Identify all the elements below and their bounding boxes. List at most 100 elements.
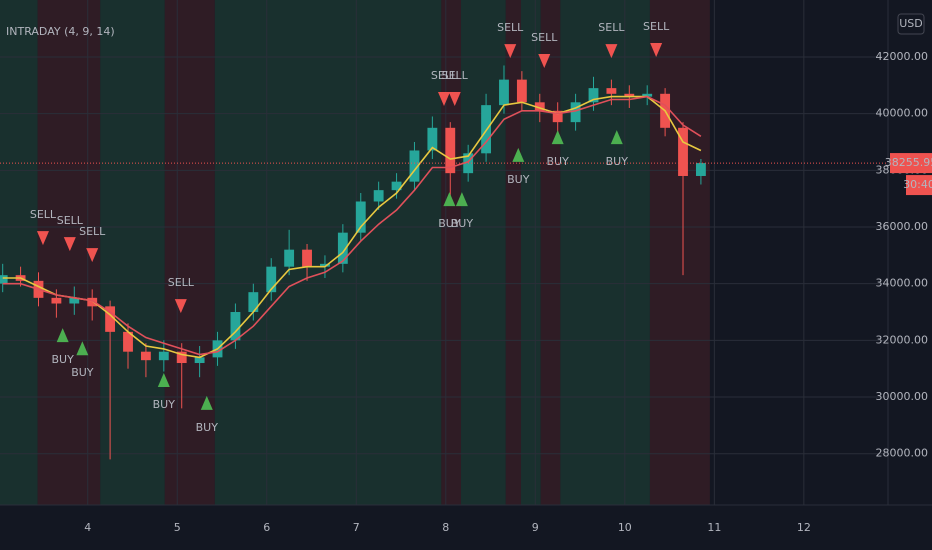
candle-body <box>534 102 545 111</box>
candle-body <box>230 312 241 341</box>
background-zone <box>560 0 650 505</box>
candle-body <box>391 181 402 191</box>
buy-marker <box>512 147 525 162</box>
x-tick-label: 8 <box>442 521 449 534</box>
candle-body <box>355 201 366 233</box>
y-tick-label: 34000.00 <box>876 277 929 290</box>
buy-marker <box>443 192 456 207</box>
buy-label: BUY <box>547 155 570 168</box>
buy-label: BUY <box>507 173 530 186</box>
sell-label: SELL <box>598 21 625 34</box>
y-tick-label: 32000.00 <box>876 333 929 346</box>
background-zone <box>649 0 710 505</box>
candle-body <box>284 249 295 267</box>
background-zone <box>164 0 215 505</box>
buy-label: BUY <box>196 421 219 434</box>
candle-body <box>105 306 116 332</box>
indicator-title: INTRADAY (4, 9, 14) <box>6 25 115 38</box>
buy-marker <box>610 130 623 145</box>
candle-body <box>570 102 581 123</box>
buy-marker <box>56 328 69 343</box>
y-tick-label: 42000.00 <box>876 50 929 63</box>
candle-body <box>87 297 98 307</box>
buy-marker <box>455 192 468 207</box>
buy-marker <box>157 372 170 387</box>
x-tick-label: 12 <box>797 521 811 534</box>
y-tick-label: 40000.00 <box>876 107 929 120</box>
last-price-label: 38255.95 <box>885 156 932 169</box>
candle-body <box>158 351 169 361</box>
candle-body <box>642 93 653 97</box>
sell-label: SELL <box>442 69 469 82</box>
grid <box>0 0 888 505</box>
currency-box[interactable] <box>897 13 925 35</box>
buy-label: BUY <box>606 155 629 168</box>
candle-body <box>248 292 259 313</box>
candle-body <box>266 266 277 293</box>
candle-body <box>302 249 312 267</box>
x-tick-label: 6 <box>263 521 270 534</box>
sell-marker <box>504 44 517 59</box>
sell-label: SELL <box>79 225 106 238</box>
last-price-badge <box>890 153 932 174</box>
countdown-label: 30:40 <box>903 178 932 191</box>
sell-label: SELL <box>431 69 458 82</box>
buy-label: BUY <box>51 353 74 366</box>
background-zone <box>520 0 541 505</box>
sell-label: SELL <box>531 31 558 44</box>
candle-body <box>624 93 635 97</box>
sell-marker <box>538 54 551 69</box>
sell-marker <box>63 237 76 252</box>
candle-body <box>51 297 62 304</box>
x-tick-label: 7 <box>353 521 360 534</box>
y-tick-label: 30000.00 <box>876 390 929 403</box>
y-tick-label: 28000.00 <box>876 447 929 460</box>
candle-body <box>373 190 384 202</box>
sell-label: SELL <box>30 208 57 221</box>
y-tick-label: 36000.00 <box>876 220 929 233</box>
candle-body <box>69 297 80 304</box>
candle-body <box>552 110 563 123</box>
buy-label: BUY <box>71 366 94 379</box>
sell-marker <box>438 91 450 106</box>
moving-average <box>2 95 702 359</box>
candle-body <box>140 351 151 361</box>
candle-body <box>588 88 599 103</box>
candle-body <box>606 88 617 94</box>
candle-body <box>337 232 348 264</box>
candle-body <box>176 351 187 364</box>
sell-label: SELL <box>497 21 524 34</box>
background-zone <box>540 0 561 505</box>
background-zone <box>505 0 521 505</box>
candle-body <box>695 163 706 176</box>
candle-body <box>427 127 438 151</box>
candle-body <box>481 105 491 154</box>
buy-marker <box>200 395 213 410</box>
x-tick-label: 5 <box>174 521 181 534</box>
sell-label: SELL <box>57 214 84 227</box>
sell-marker <box>36 231 49 246</box>
candle-body <box>499 79 509 106</box>
sell-marker <box>605 44 618 59</box>
candle-body <box>0 275 8 284</box>
buy-marker <box>551 130 564 145</box>
sell-label: SELL <box>168 276 195 289</box>
axes: 28000.00 30000.00 32000.00 34000.00 36000.00… <box>84 50 932 534</box>
buy-label: BUY <box>451 217 474 230</box>
buy-label: BUY <box>438 217 461 230</box>
x-tick-label: 9 <box>532 521 539 534</box>
candle-body <box>678 127 688 176</box>
x-tick-label: 4 <box>84 521 91 534</box>
buy-marker <box>76 341 89 356</box>
countdown-badge <box>906 175 932 196</box>
candle-body <box>516 79 527 103</box>
currency[interactable]: USD <box>899 17 923 30</box>
candle-body <box>123 331 133 352</box>
buy-label: BUY <box>153 398 176 411</box>
candle-body <box>194 357 205 364</box>
background-zone <box>461 0 506 505</box>
candle-body <box>445 127 456 174</box>
x-tick-label: 11 <box>707 521 721 534</box>
sell-marker <box>174 299 187 314</box>
